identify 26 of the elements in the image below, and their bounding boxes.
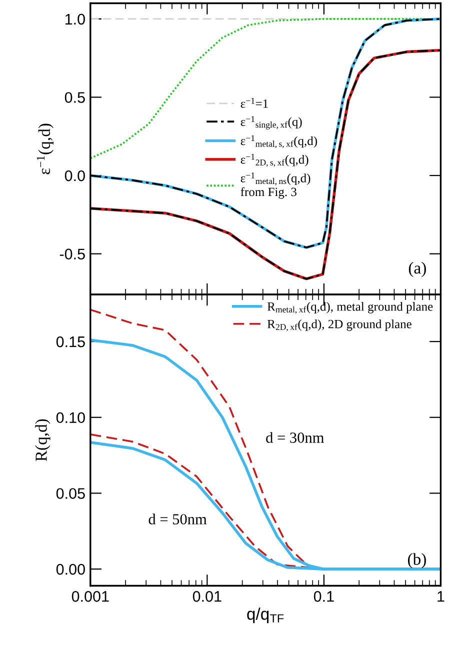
y-axis-title: R(q,d) xyxy=(35,419,50,462)
x-axis-title: q/q$_{TF}$ xyxy=(247,608,284,624)
legend-label: ε$^{−1}$$_{metal,ns}$(q,d) from Fig. 3 xyxy=(240,172,310,199)
annotation: (b) xyxy=(408,553,426,568)
y-tick-label: 0.5 xyxy=(64,92,85,103)
x-tick-label: 0.001 xyxy=(72,591,109,602)
y-tick-label: 0.15 xyxy=(56,336,85,348)
x-tick-label: 1 xyxy=(438,591,444,602)
y-tick-label: 0.0 xyxy=(64,170,85,182)
x-tick-label: 0.1 xyxy=(314,591,334,602)
legend-label: ε$^{−1}$$_{2D,s,xf}$(q,d) xyxy=(240,154,308,167)
legend-label: ε$^{−1}$$_{metal,s,xf}$(q,d) xyxy=(240,135,317,148)
annotation: d = 50nm xyxy=(148,514,207,524)
annotation: d = 30nm xyxy=(266,432,324,443)
x-tick-label: 0.01 xyxy=(192,591,222,602)
legend-label: ε$^{−1}$$_{single,xf}$(q) xyxy=(240,116,302,130)
y-tick-label: 0.10 xyxy=(56,412,85,424)
y-tick-label: 0.05 xyxy=(56,488,85,499)
y-tick-label: 0.00 xyxy=(56,564,85,575)
annotation: (a) xyxy=(408,262,426,278)
legend-label: R$_{metal,xf}$(q,d), metal ground plane xyxy=(267,302,433,314)
y-axis-title: ε$^{−1}$(q,d) xyxy=(36,124,54,174)
y-tick-label: -0.5 xyxy=(60,248,85,260)
legend-label: R$_{2D,xf}$(q,d), 2D ground plane xyxy=(267,320,412,332)
y-tick-label: 1.0 xyxy=(65,14,85,25)
legend-label: ε$^{−1}$=1 xyxy=(240,98,268,108)
